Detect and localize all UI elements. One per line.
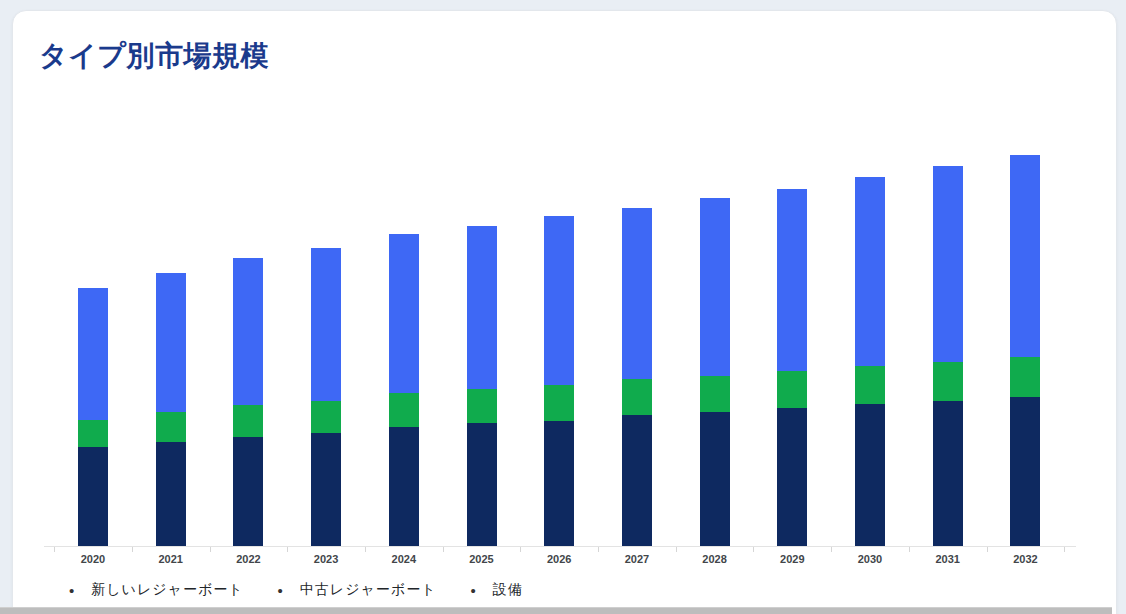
x-axis-label-2028: 2028 — [685, 553, 745, 565]
x-axis-label-2025: 2025 — [452, 553, 512, 565]
bar-2022-new-leisure-boats-segment[interactable] — [233, 437, 263, 546]
bar-2029-new-leisure-boats-segment[interactable] — [777, 408, 807, 546]
bar-2031 — [933, 166, 963, 546]
x-axis-label-2020: 2020 — [63, 553, 123, 565]
x-axis-line — [44, 546, 1076, 547]
x-axis-label-2024: 2024 — [374, 553, 434, 565]
x-axis-label-2026: 2026 — [529, 553, 589, 565]
x-axis-tick — [598, 547, 599, 552]
stacked-bar-chart: 2020202120222023202420252026202720282029… — [44, 147, 1066, 547]
bar-2032-new-leisure-boats-segment[interactable] — [1010, 397, 1040, 546]
bar-2026-new-leisure-boats-segment[interactable] — [544, 421, 574, 546]
legend-item-equipment[interactable]: • 設備 — [470, 581, 522, 599]
bar-2023-new-leisure-boats-segment[interactable] — [311, 433, 341, 546]
legend-item-label: 新しいレジャーボート — [91, 581, 243, 599]
x-axis-label-2027: 2027 — [607, 553, 667, 565]
bar-2031-equipment-segment[interactable] — [933, 166, 963, 362]
x-axis-label-2023: 2023 — [296, 553, 356, 565]
bar-2021-equipment-segment[interactable] — [156, 273, 186, 412]
bar-2023 — [311, 248, 341, 546]
bar-2025-used-leisure-boats-segment[interactable] — [467, 389, 497, 423]
x-axis-label-2030: 2030 — [840, 553, 900, 565]
bar-2029 — [777, 189, 807, 546]
bar-2023-used-leisure-boats-segment[interactable] — [311, 401, 341, 433]
x-axis-label-2021: 2021 — [141, 553, 201, 565]
x-axis-tick — [54, 547, 55, 552]
legend-bullet-icon: • — [69, 583, 75, 598]
x-axis-tick — [365, 547, 366, 552]
bar-2028-new-leisure-boats-segment[interactable] — [700, 412, 730, 546]
bar-2025 — [467, 226, 497, 546]
x-axis-label-2031: 2031 — [918, 553, 978, 565]
bar-2028-used-leisure-boats-segment[interactable] — [700, 376, 730, 412]
bar-2027 — [622, 208, 652, 546]
x-axis-label-2032: 2032 — [995, 553, 1055, 565]
x-axis-tick — [909, 547, 910, 552]
bar-2021 — [156, 273, 186, 546]
bar-2031-used-leisure-boats-segment[interactable] — [933, 362, 963, 401]
x-axis-tick — [753, 547, 754, 552]
bar-2030-used-leisure-boats-segment[interactable] — [855, 366, 885, 404]
x-axis-tick — [443, 547, 444, 552]
bar-2020-equipment-segment[interactable] — [78, 288, 108, 420]
x-axis-tick — [132, 547, 133, 552]
chart-title: タイプ別市場規模 — [39, 37, 269, 75]
bar-2026-equipment-segment[interactable] — [544, 216, 574, 385]
bar-2028-equipment-segment[interactable] — [700, 198, 730, 376]
bar-2020-used-leisure-boats-segment[interactable] — [78, 420, 108, 447]
bar-2030-equipment-segment[interactable] — [855, 177, 885, 366]
bar-2025-equipment-segment[interactable] — [467, 226, 497, 389]
legend-item-new-leisure-boats[interactable]: • 新しいレジャーボート — [69, 581, 244, 599]
chart-card: タイプ別市場規模 2020202120222023202420252026202… — [12, 10, 1117, 614]
bar-2027-used-leisure-boats-segment[interactable] — [622, 379, 652, 415]
bar-2032-used-leisure-boats-segment[interactable] — [1010, 357, 1040, 397]
bar-2032-equipment-segment[interactable] — [1010, 155, 1040, 357]
bar-2032 — [1010, 155, 1040, 546]
bar-2029-used-leisure-boats-segment[interactable] — [777, 371, 807, 408]
horizontal-scrollbar[interactable] — [0, 607, 1112, 614]
bar-2030-new-leisure-boats-segment[interactable] — [855, 404, 885, 546]
x-axis-label-2029: 2029 — [762, 553, 822, 565]
legend-item-label: 中古レジャーボート — [300, 581, 437, 599]
bar-2020-new-leisure-boats-segment[interactable] — [78, 447, 108, 546]
bar-2026-used-leisure-boats-segment[interactable] — [544, 385, 574, 421]
x-axis-tick — [987, 547, 988, 552]
bar-2024-new-leisure-boats-segment[interactable] — [389, 427, 419, 546]
bar-2022-equipment-segment[interactable] — [233, 258, 263, 405]
x-axis-tick — [210, 547, 211, 552]
bar-2026 — [544, 216, 574, 546]
bar-2021-new-leisure-boats-segment[interactable] — [156, 442, 186, 546]
bar-2025-new-leisure-boats-segment[interactable] — [467, 423, 497, 546]
bar-2024 — [389, 234, 419, 546]
bar-2027-new-leisure-boats-segment[interactable] — [622, 415, 652, 546]
x-axis-tick — [520, 547, 521, 552]
legend-item-label: 設備 — [493, 581, 523, 599]
bar-2021-used-leisure-boats-segment[interactable] — [156, 412, 186, 442]
x-axis-tick — [831, 547, 832, 552]
bar-2029-equipment-segment[interactable] — [777, 189, 807, 371]
bar-2022-used-leisure-boats-segment[interactable] — [233, 405, 263, 437]
bar-2027-equipment-segment[interactable] — [622, 208, 652, 379]
x-axis-label-2022: 2022 — [218, 553, 278, 565]
legend-bullet-icon: • — [278, 583, 284, 598]
x-axis-tick — [287, 547, 288, 552]
x-axis-tick — [676, 547, 677, 552]
bar-2024-used-leisure-boats-segment[interactable] — [389, 393, 419, 427]
bar-2023-equipment-segment[interactable] — [311, 248, 341, 401]
chart-legend: • 新しいレジャーボート • 中古レジャーボート • 設備 — [69, 581, 523, 599]
bar-2022 — [233, 258, 263, 546]
page-background: タイプ別市場規模 2020202120222023202420252026202… — [0, 0, 1126, 614]
bar-2028 — [700, 198, 730, 546]
bar-2031-new-leisure-boats-segment[interactable] — [933, 401, 963, 546]
legend-bullet-icon: • — [470, 583, 476, 598]
x-axis-tick — [1064, 547, 1065, 552]
bar-2020 — [78, 288, 108, 546]
legend-item-used-leisure-boats[interactable]: • 中古レジャーボート — [278, 581, 437, 599]
bar-2024-equipment-segment[interactable] — [389, 234, 419, 393]
bar-2030 — [855, 177, 885, 546]
